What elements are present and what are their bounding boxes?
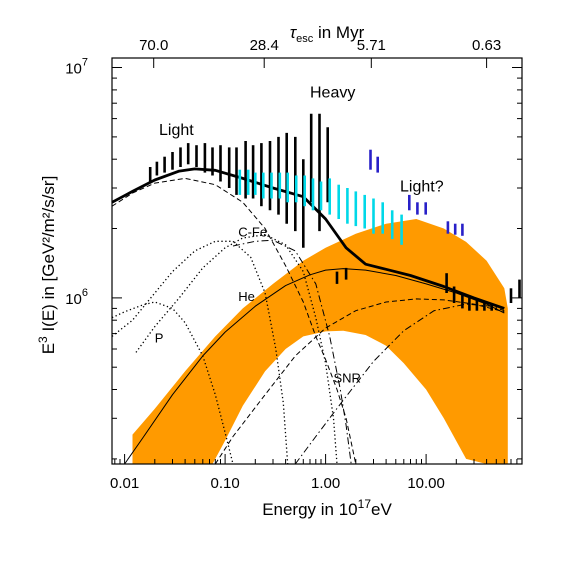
y-axis-title-rest: I(E) in [GeV²/m²/s/sr] [39,176,58,337]
ticks-layer [112,58,523,464]
curve-snr-solid-2 [124,268,505,465]
top-tick-label: 28.4 [250,37,279,54]
data-bars-layer [148,113,521,311]
plot-frame [111,57,523,465]
annotation-c-fe: C-Fe [238,224,267,239]
top-axis-title: τesc in Myr [290,23,365,45]
annotation-snr: SNR [334,370,361,385]
y-tick-label: 107 [65,57,88,78]
curve-dashed-3 [214,298,505,465]
top-tick-label: 0.63 [472,37,501,54]
x-tick-label: 10.00 [407,475,445,492]
top-tick-label: 5.71 [357,37,386,54]
top-axis-title-symbol: τ [290,23,298,42]
x-tick-label: 0.10 [210,475,239,492]
annotations-layer: Light Heavy Light? C-Fe He P SNR [155,85,444,386]
y-axis-title-prefix: E [39,343,58,354]
curve-total-thin-dashed-1 [111,177,357,465]
y-axis-title: E3 I(E) in [GeV²/m²/s/sr] [36,176,58,355]
top-axis-title-subscript: esc [296,33,314,45]
top-axis-title-rest: in Myr [313,23,364,42]
band-layer [132,219,508,464]
x-tick-label: 1.00 [311,475,340,492]
y-tick-label: 106 [65,287,88,308]
x-axis-title-unit: eV [371,500,392,519]
annotation-p: P [155,331,164,346]
tick-labels-layer: 70.0 28.4 5.71 0.63 0.01 0.10 1.00 10.00 106 107 [65,37,501,492]
annotation-he: He [238,289,255,304]
curve-dotted-7 [111,240,289,465]
annotation-heavy: Heavy [310,85,355,102]
curve-dashdot-5 [232,239,352,465]
x-tick-label: 0.01 [110,475,139,492]
x-axis-title: Energy in 1017eV [262,497,392,519]
x-axis-title-text: Energy in 10 [262,500,357,519]
annotation-light: Light [159,122,194,139]
snr-uncertainty-band [132,219,508,464]
x-axis-title-exponent: 17 [358,497,372,511]
curve-dashdot-4 [294,303,505,465]
curve-dotted-8 [135,234,338,465]
top-tick-label: 70.0 [139,37,168,54]
y-axis-title-exponent: 3 [36,336,50,343]
annotation-light-: Light? [400,178,444,195]
